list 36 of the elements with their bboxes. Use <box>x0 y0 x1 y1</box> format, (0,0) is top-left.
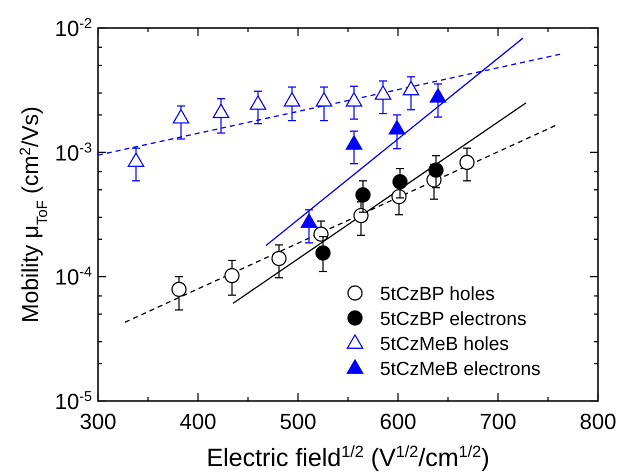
point <box>315 245 331 261</box>
x-tick-label: 800 <box>580 409 616 434</box>
point <box>224 268 240 284</box>
point <box>402 80 420 96</box>
point <box>172 109 190 124</box>
x-axis-title: Electric field$^{1/2}$ (V$^{1/2}$/cm$^{1/2}$) <box>206 443 490 472</box>
point <box>313 226 329 242</box>
x-tick-label: 500 <box>280 409 316 434</box>
x-tick-label: 600 <box>380 409 416 434</box>
point <box>392 174 408 190</box>
point <box>284 92 300 107</box>
point <box>346 92 362 107</box>
y-tick-label: 10$^{-3}$ <box>54 140 92 166</box>
y-tick-label: 10$^{-2}$ <box>54 16 92 41</box>
legend-label: 5tCzMeB electrons <box>380 359 541 380</box>
point <box>128 152 144 167</box>
point <box>171 282 187 297</box>
point <box>300 213 318 228</box>
y-tick-label: 10$^{-4}$ <box>54 264 92 290</box>
point <box>271 250 287 266</box>
x-tick-label: 400 <box>180 409 216 434</box>
legend-label: 5tCzBP holes <box>380 284 495 305</box>
x-tick-label: 700 <box>480 409 516 434</box>
point <box>212 104 230 118</box>
legend-label: 5tCzMeB holes <box>380 334 509 355</box>
point <box>316 92 332 107</box>
point <box>388 120 406 135</box>
point <box>346 135 362 150</box>
point <box>428 162 444 178</box>
point <box>430 88 446 103</box>
point <box>250 95 266 110</box>
point <box>374 85 392 100</box>
point <box>355 187 371 202</box>
point <box>459 154 475 170</box>
point <box>353 208 369 224</box>
legend-label: 5tCzBP electrons <box>380 309 526 330</box>
